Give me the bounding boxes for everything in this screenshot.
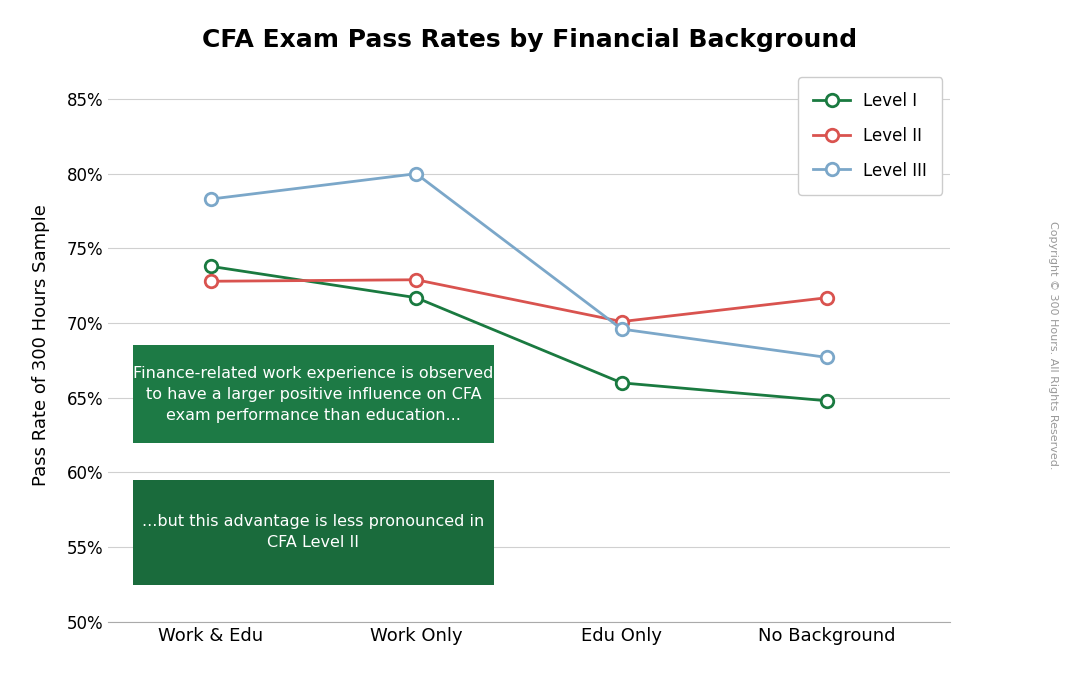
FancyBboxPatch shape bbox=[133, 480, 495, 585]
Level III bbox=[409, 169, 422, 178]
Level III bbox=[821, 353, 834, 361]
Text: ...but this advantage is less pronounced in
CFA Level II: ...but this advantage is less pronounced… bbox=[143, 514, 485, 550]
Level I bbox=[616, 379, 629, 387]
Text: Finance-related work experience is observed
to have a larger positive influence : Finance-related work experience is obser… bbox=[133, 366, 494, 423]
Line: Level III: Level III bbox=[204, 167, 834, 363]
Y-axis label: Pass Rate of 300 Hours Sample: Pass Rate of 300 Hours Sample bbox=[31, 205, 50, 486]
Title: CFA Exam Pass Rates by Financial Background: CFA Exam Pass Rates by Financial Backgro… bbox=[202, 28, 856, 52]
Level III bbox=[204, 195, 217, 203]
Line: Level I: Level I bbox=[204, 260, 834, 407]
FancyBboxPatch shape bbox=[133, 346, 495, 443]
Line: Level II: Level II bbox=[204, 274, 834, 328]
Level II bbox=[616, 317, 629, 325]
Text: Copyright © 300 Hours. All Rights Reserved.: Copyright © 300 Hours. All Rights Reserv… bbox=[1048, 221, 1058, 470]
Level II bbox=[821, 294, 834, 302]
Level I bbox=[409, 294, 422, 302]
Level II bbox=[204, 277, 217, 285]
Legend: Level I, Level II, Level III: Level I, Level II, Level III bbox=[798, 77, 942, 195]
Level III bbox=[616, 325, 629, 333]
Level I bbox=[821, 397, 834, 405]
Level I bbox=[204, 262, 217, 270]
Level II bbox=[409, 276, 422, 284]
